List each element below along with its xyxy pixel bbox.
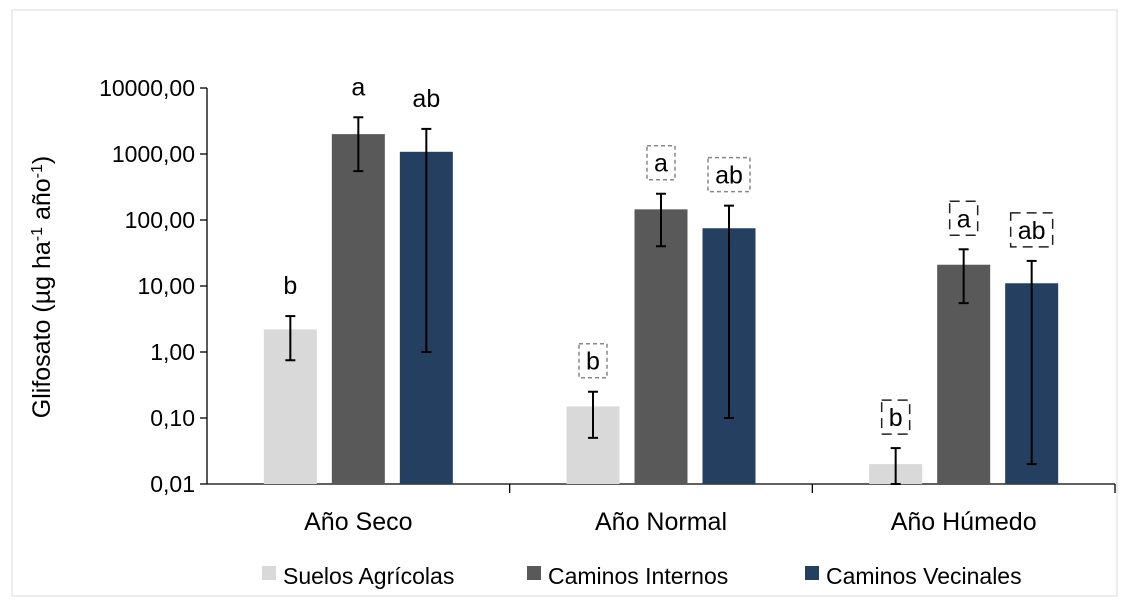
y-tick-label: 0,10 <box>150 405 195 431</box>
y-tick-label: 100,00 <box>125 207 195 233</box>
significance-letter: ab <box>412 85 440 113</box>
legend-label: Caminos Internos <box>548 563 728 589</box>
error-bars <box>285 116 1037 485</box>
y-label-superscript: -1 <box>29 164 46 178</box>
legend-swatch <box>805 566 819 580</box>
x-tick-label: Año Normal <box>595 508 727 536</box>
y-tick-label: 10,00 <box>137 273 195 299</box>
y-axis: 0,01 0,10 1,00 10,00 100,00 1000,00 10000,00 <box>99 75 208 497</box>
letter-box <box>1009 212 1054 248</box>
letter-box <box>646 144 676 181</box>
significance-letter: a <box>654 150 668 178</box>
x-tick-label: Año Húmedo <box>891 508 1037 536</box>
y-label-part: año <box>28 178 56 227</box>
legend: Suelos Agrícolas Caminos Internos Caminos … <box>262 563 1022 589</box>
bar <box>331 134 385 484</box>
significance-letter: a <box>351 73 365 101</box>
significance-letters: b b b a a a ab ab ab <box>283 73 1054 435</box>
significance-letter: b <box>889 404 903 432</box>
letter-box <box>707 156 751 193</box>
y-label-superscript: -1 <box>29 227 46 241</box>
legend-label: Suelos Agrícolas <box>283 563 454 589</box>
y-label-part: Glifosato (µg ha <box>28 241 56 418</box>
significance-letter: ab <box>1018 217 1046 245</box>
legend-label: Caminos Vecinales <box>826 563 1022 589</box>
bar <box>634 209 688 484</box>
y-tick-label: 1000,00 <box>112 141 195 167</box>
y-label-part: ) <box>28 156 56 164</box>
significance-letter: b <box>283 272 297 300</box>
y-tick-label: 10000,00 <box>99 75 195 101</box>
legend-swatch <box>262 566 276 580</box>
y-axis-label: Glifosato (µg ha-1 año-1) <box>28 156 56 418</box>
legend-swatch <box>527 566 541 580</box>
x-tick-label: Año Seco <box>304 508 412 536</box>
chart-frame <box>11 9 1118 597</box>
significance-letter: ab <box>715 162 743 190</box>
y-tick-label: 0,01 <box>150 471 195 497</box>
y-tick-label: 1,00 <box>150 339 195 365</box>
significance-letter: b <box>586 348 600 376</box>
letter-box <box>578 342 608 379</box>
significance-letter: a <box>957 205 971 233</box>
